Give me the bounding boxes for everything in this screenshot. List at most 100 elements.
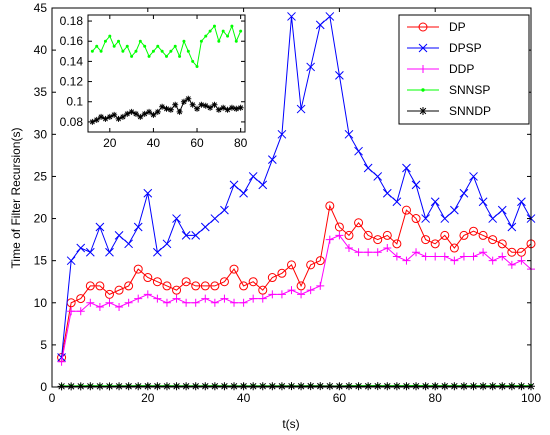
marker (354, 382, 363, 391)
marker (219, 277, 229, 287)
marker (98, 113, 105, 120)
marker (99, 49, 103, 53)
marker (90, 49, 94, 53)
axes-box (87, 14, 246, 133)
y-tick-label: 40 (34, 43, 48, 57)
marker (459, 382, 468, 391)
marker (76, 243, 86, 253)
y-axis-label: Time of Filter Recursion(s) (9, 128, 23, 269)
marker (201, 294, 210, 303)
marker (143, 44, 147, 48)
marker (230, 298, 239, 307)
marker (194, 105, 201, 112)
marker (431, 252, 440, 261)
marker (199, 39, 203, 43)
marker (163, 105, 170, 112)
x-tick-label: 60 (190, 136, 204, 150)
marker (498, 252, 507, 261)
marker (105, 247, 114, 257)
marker (233, 105, 240, 112)
marker (354, 248, 363, 257)
marker (134, 49, 138, 53)
marker (210, 298, 219, 307)
marker (287, 382, 296, 391)
marker (137, 113, 144, 120)
marker (108, 34, 112, 38)
marker (258, 382, 267, 391)
marker (306, 260, 316, 270)
marker (364, 248, 373, 257)
y-tick-label: 0.16 (60, 34, 84, 48)
marker (287, 12, 296, 21)
marker (117, 39, 121, 43)
y-tick-label: 0 (40, 380, 47, 394)
marker (344, 382, 353, 391)
marker (162, 239, 172, 249)
marker (498, 382, 507, 391)
marker (95, 281, 105, 291)
marker (325, 382, 334, 391)
y-tick-label: 10 (34, 296, 48, 310)
marker (373, 235, 383, 245)
marker (138, 39, 142, 43)
marker (111, 111, 118, 118)
marker (450, 256, 459, 265)
marker (221, 29, 225, 33)
marker (181, 231, 191, 240)
marker (207, 104, 214, 111)
marker (124, 110, 131, 117)
marker (469, 226, 479, 236)
marker (226, 34, 230, 38)
x-tick-label: 80 (234, 136, 248, 150)
marker (277, 129, 287, 139)
marker (419, 65, 427, 73)
marker (325, 201, 335, 211)
marker (421, 382, 430, 391)
marker (402, 382, 411, 391)
series-line (61, 234, 532, 362)
y-tick-label: 30 (34, 127, 48, 141)
marker (478, 230, 488, 240)
marker (497, 205, 507, 215)
marker (153, 247, 162, 257)
marker (488, 382, 497, 391)
x-tick-label: 80 (429, 391, 443, 405)
marker (315, 256, 325, 266)
marker (344, 230, 354, 240)
marker (392, 382, 401, 391)
marker (239, 29, 243, 33)
marker (306, 286, 315, 295)
marker (383, 244, 392, 253)
marker (182, 39, 186, 43)
marker (210, 281, 220, 291)
marker (440, 252, 449, 261)
y-tick-label: 20 (34, 212, 48, 226)
marker (239, 298, 248, 307)
marker (418, 22, 428, 32)
marker (162, 298, 171, 307)
marker (224, 106, 231, 113)
marker (316, 382, 325, 391)
marker (165, 54, 168, 58)
marker (373, 248, 382, 257)
marker (173, 44, 177, 48)
marker (130, 54, 134, 58)
marker (106, 113, 113, 120)
marker (141, 110, 148, 117)
marker (268, 290, 277, 299)
marker (162, 382, 171, 391)
marker (277, 268, 287, 278)
legend-label: DP (449, 20, 466, 34)
marker (234, 39, 238, 43)
marker (85, 281, 95, 291)
marker (114, 231, 124, 240)
marker (488, 214, 498, 223)
marker (212, 24, 216, 28)
marker (479, 382, 488, 391)
marker (335, 231, 344, 240)
x-tick-label: 20 (141, 391, 155, 405)
y-tick-label: 15 (34, 254, 48, 268)
marker (220, 104, 227, 111)
marker (267, 273, 277, 283)
marker (182, 382, 191, 391)
